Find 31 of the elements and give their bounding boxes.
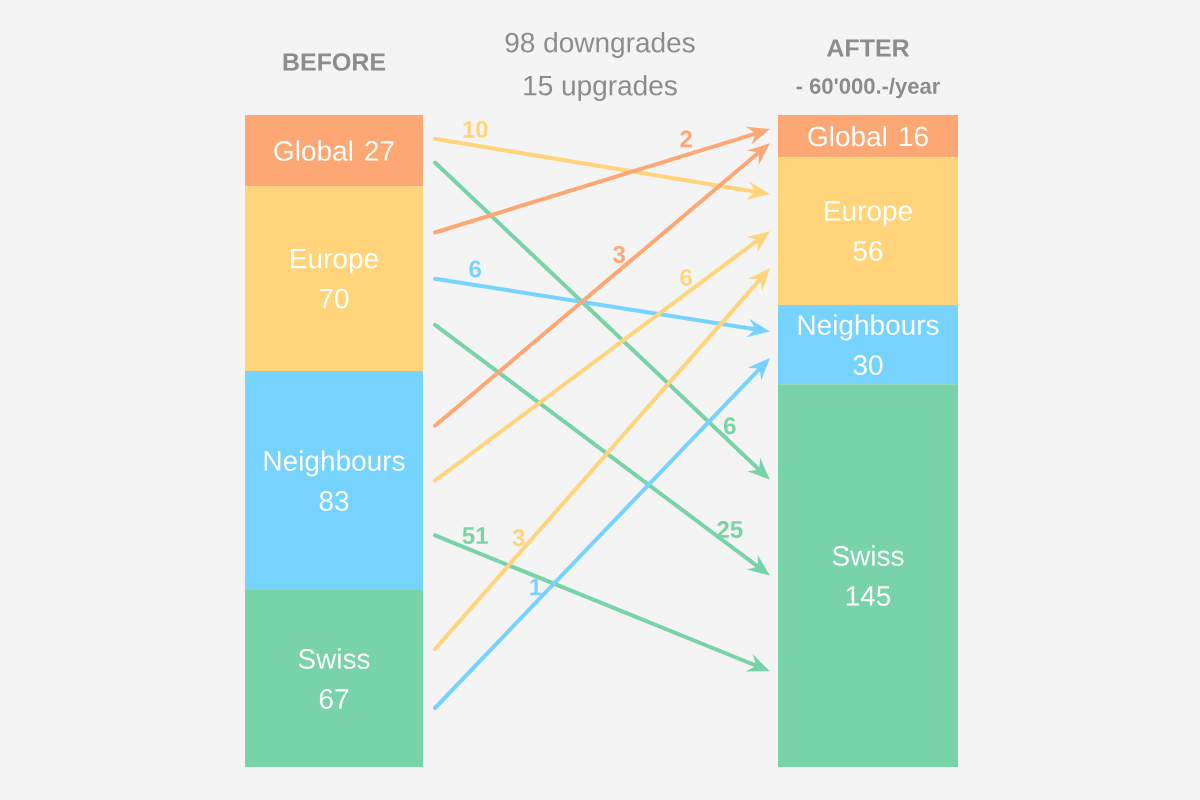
category-label: Europe: [291, 248, 378, 274]
text: - 60'000.-/year: [796, 77, 940, 99]
text: 51: [462, 527, 488, 545]
category-label: Neighbours: [798, 314, 939, 341]
data-label: 56: [853, 241, 883, 261]
data-label: 16: [900, 126, 928, 147]
text: 1: [530, 578, 542, 596]
category-label: Neighbours: [264, 450, 405, 477]
category-label: Global: [274, 140, 353, 161]
category-label: Europe: [825, 201, 912, 227]
series-label: BEFORE: [283, 53, 386, 71]
text: AFTER: [826, 39, 910, 57]
data-label: 70: [319, 288, 349, 309]
data-label: 27: [365, 141, 394, 161]
text: 15 upgrades: [524, 74, 677, 102]
category-label: Global: [808, 125, 887, 147]
text: 6: [680, 269, 693, 286]
text: 6: [469, 260, 482, 278]
data-label: 83: [319, 491, 349, 511]
category-label: Swiss: [832, 545, 904, 566]
text: 3: [512, 529, 525, 547]
text: 6: [724, 417, 736, 435]
data-label: 145: [846, 586, 891, 606]
data-label: 67: [319, 689, 349, 709]
data-label: 30: [853, 355, 883, 375]
text: 3: [613, 245, 626, 263]
text: 98 downgrades: [505, 31, 695, 59]
text: 10: [463, 120, 488, 138]
category-label: Swiss: [298, 648, 370, 669]
text: 25: [717, 521, 743, 538]
text: 2: [680, 130, 692, 148]
